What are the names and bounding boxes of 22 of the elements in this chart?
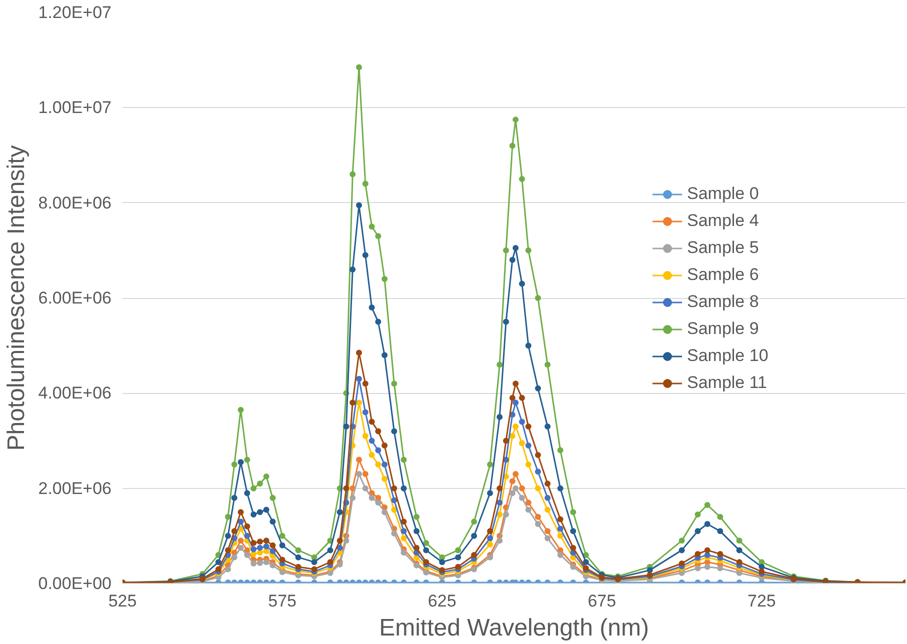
legend-label: Sample 11 — [687, 373, 768, 393]
x-tick-label: 575 — [268, 592, 296, 610]
y-tick-label: 1.20E+07 — [38, 3, 112, 22]
x-tick-label: 525 — [108, 592, 137, 610]
x-tick-label: 625 — [428, 592, 456, 610]
legend-label: Sample 8 — [687, 292, 759, 312]
legend-label: Sample 0 — [687, 184, 759, 204]
legend-label: Sample 5 — [687, 238, 759, 258]
x-tick-label: 725 — [748, 592, 776, 610]
x-tick-label: 675 — [588, 592, 616, 610]
y-tick-label: 4.00E+06 — [38, 384, 112, 403]
x-axis-title: Emitted Wavelength (nm) — [379, 614, 649, 642]
y-tick-label: 2.00E+06 — [38, 478, 112, 498]
y-tick-label: 6.00E+06 — [38, 288, 112, 308]
y-tick-label: 0.00E+00 — [38, 574, 112, 593]
legend-label: Sample 9 — [687, 319, 759, 339]
y-axis-title: Photoluminescence Intensity — [3, 145, 30, 451]
legend-label: Sample 10 — [687, 346, 768, 366]
y-tick-label: 1.00E+07 — [38, 98, 112, 118]
y-tick-label: 8.00E+06 — [38, 193, 112, 212]
legend-label: Sample 4 — [687, 211, 759, 231]
legend-label: Sample 6 — [687, 265, 759, 285]
